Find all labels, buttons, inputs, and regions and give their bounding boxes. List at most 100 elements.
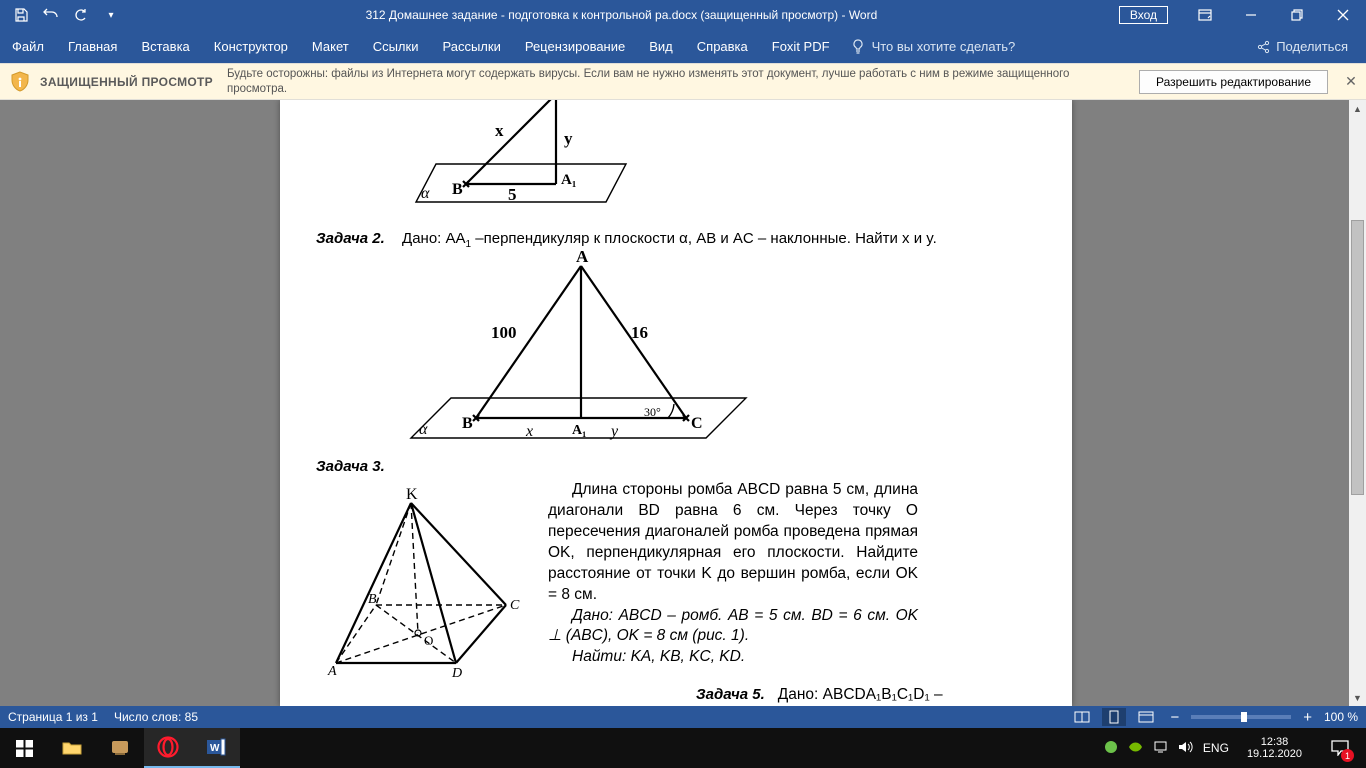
zoom-slider-thumb[interactable] <box>1241 712 1247 722</box>
file-explorer-button[interactable] <box>48 728 96 768</box>
status-bar: Страница 1 из 1 Число слов: 85 − + 100 % <box>0 706 1366 728</box>
zoom-out-button[interactable]: − <box>1166 709 1183 726</box>
task-5-label: Задача 5. <box>696 686 765 703</box>
svg-text:16: 16 <box>631 323 648 342</box>
task-2-text-a: Дано: AA <box>402 230 465 247</box>
opera-button[interactable] <box>144 728 192 768</box>
share-button[interactable]: Поделиться <box>1256 39 1366 54</box>
tell-me-label: Что вы хотите сделать? <box>872 39 1016 54</box>
taskbar-app-1[interactable] <box>96 728 144 768</box>
svg-text:B: B <box>368 592 377 607</box>
svg-text:30°: 30° <box>644 405 661 419</box>
tab-insert[interactable]: Вставка <box>129 30 201 63</box>
protected-view-close-button[interactable]: ✕ <box>1336 73 1366 90</box>
notification-count-badge: 1 <box>1341 749 1354 762</box>
zoom-level[interactable]: 100 % <box>1324 710 1358 724</box>
svg-text:α: α <box>421 185 430 202</box>
tray-icon-1[interactable] <box>1104 740 1118 757</box>
task-5-line: Задача 5. Дано: ABCDA₁B₁C₁D₁ – <box>696 686 943 704</box>
tell-me-search[interactable]: Что вы хотите сделать? <box>850 39 1016 55</box>
tab-mailings[interactable]: Рассылки <box>430 30 512 63</box>
save-button[interactable] <box>8 2 34 28</box>
svg-text:A: A <box>576 248 589 266</box>
scroll-up-button[interactable]: ▲ <box>1349 100 1366 117</box>
undo-button[interactable] <box>38 2 64 28</box>
zoom-slider[interactable] <box>1191 715 1291 719</box>
svg-text:D: D <box>451 666 462 680</box>
svg-text:B: B <box>452 181 463 198</box>
redo-button[interactable] <box>68 2 94 28</box>
word-count[interactable]: Число слов: 85 <box>114 710 198 724</box>
zoom-in-button[interactable]: + <box>1299 709 1316 726</box>
start-button[interactable] <box>0 728 48 768</box>
task-3-label-line: Задача 3. <box>316 458 385 476</box>
svg-text:W: W <box>210 743 220 754</box>
windows-logo-icon <box>16 740 33 757</box>
tab-help[interactable]: Справка <box>685 30 760 63</box>
tab-home[interactable]: Главная <box>56 30 129 63</box>
task-2-label: Задача 2. <box>316 230 385 247</box>
vertical-scrollbar[interactable]: ▲ ▼ <box>1349 100 1366 706</box>
scroll-down-button[interactable]: ▼ <box>1349 689 1366 706</box>
lightbulb-icon <box>850 39 866 55</box>
word-button[interactable]: W <box>192 728 240 768</box>
action-center-button[interactable]: 1 <box>1320 728 1360 768</box>
clock[interactable]: 12:38 19.12.2020 <box>1239 736 1310 760</box>
svg-text:α: α <box>419 421 428 438</box>
svg-text:x: x <box>495 121 504 140</box>
tab-view[interactable]: Вид <box>637 30 685 63</box>
task-2-text-b: –перпендикуляр к плоскости α, AB и AC – … <box>471 230 937 247</box>
svg-text:B: B <box>462 415 473 432</box>
figure-2: A 100 16 B C A₁ x y <box>386 248 756 458</box>
qat-customize-button[interactable]: ▾ <box>98 2 124 28</box>
language-indicator[interactable]: ENG <box>1203 741 1229 755</box>
shield-icon <box>8 70 32 94</box>
ribbon-display-options-button[interactable] <box>1182 0 1228 30</box>
page-indicator[interactable]: Страница 1 из 1 <box>8 710 98 724</box>
tab-review[interactable]: Рецензирование <box>513 30 637 63</box>
print-layout-button[interactable] <box>1102 708 1126 726</box>
window-controls: Вход <box>1119 0 1366 30</box>
task-3-p1: Длина стороны ромба ABCD равна 5 см, дли… <box>548 480 918 606</box>
tab-references[interactable]: Ссылки <box>361 30 431 63</box>
folder-icon <box>62 740 82 756</box>
tray-volume-icon[interactable] <box>1178 740 1193 757</box>
scroll-thumb[interactable] <box>1351 220 1364 495</box>
opera-icon <box>157 736 179 758</box>
document-title: 312 Домашнее задание - подготовка к конт… <box>124 8 1119 22</box>
close-button[interactable] <box>1320 0 1366 30</box>
enable-editing-button[interactable]: Разрешить редактирование <box>1139 70 1328 94</box>
read-mode-button[interactable] <box>1070 708 1094 726</box>
task-3-p3: Найти: KA, KB, KC, KD. <box>548 647 918 668</box>
login-button[interactable]: Вход <box>1119 6 1168 24</box>
task-3-body: Длина стороны ромба ABCD равна 5 см, дли… <box>548 480 918 668</box>
svg-text:30°: 30° <box>541 100 556 103</box>
svg-text:y: y <box>609 423 619 440</box>
tray-network-icon[interactable] <box>1153 740 1168 757</box>
tray-nvidia-icon[interactable] <box>1128 741 1143 756</box>
clock-date: 19.12.2020 <box>1247 748 1302 760</box>
svg-text:A₁: A₁ <box>572 423 586 438</box>
share-label: Поделиться <box>1276 39 1348 54</box>
tab-foxit-pdf[interactable]: Foxit PDF <box>760 30 842 63</box>
scroll-track[interactable] <box>1349 117 1366 689</box>
svg-text:C: C <box>510 598 520 613</box>
share-icon <box>1256 40 1270 54</box>
windows-taskbar: W ENG 12:38 19.12.2020 1 <box>0 728 1366 768</box>
protected-view-title: ЗАЩИЩЕННЫЙ ПРОСМОТР <box>40 75 213 89</box>
tab-design[interactable]: Конструктор <box>202 30 300 63</box>
app-icon <box>110 739 130 757</box>
document-page: 30° x y A₁ B 5 α Задача 2. Дано: AA1 –пе… <box>280 100 1072 706</box>
svg-text:5: 5 <box>508 185 517 204</box>
restore-button[interactable] <box>1274 0 1320 30</box>
protected-view-bar: ЗАЩИЩЕННЫЙ ПРОСМОТР Будьте осторожны: фа… <box>0 63 1366 100</box>
tab-file[interactable]: Файл <box>0 30 56 63</box>
figure-3: K <box>316 485 526 680</box>
tab-layout[interactable]: Макет <box>300 30 361 63</box>
svg-text:A: A <box>327 664 337 679</box>
title-bar: ▾ 312 Домашнее задание - подготовка к ко… <box>0 0 1366 30</box>
minimize-button[interactable] <box>1228 0 1274 30</box>
document-area: 30° x y A₁ B 5 α Задача 2. Дано: AA1 –пе… <box>0 100 1366 706</box>
web-layout-button[interactable] <box>1134 708 1158 726</box>
svg-text:y: y <box>564 129 573 148</box>
